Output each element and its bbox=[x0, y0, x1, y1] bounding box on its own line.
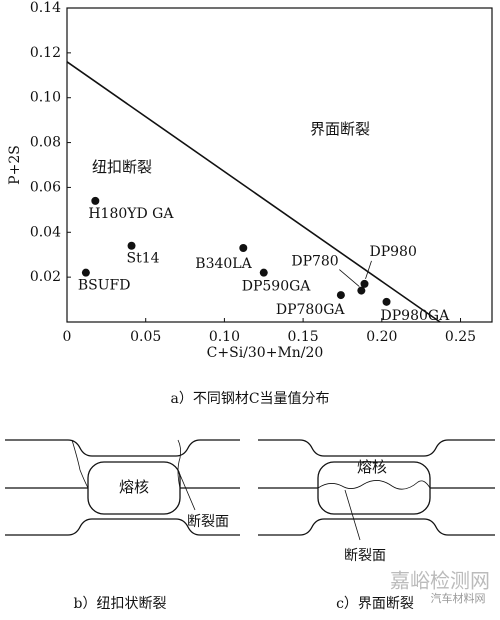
point-label: B340LA bbox=[195, 256, 252, 272]
watermark: 嘉峪检测网 bbox=[390, 569, 490, 593]
fracture-label: 断裂面 bbox=[344, 548, 386, 564]
point-label: DP590GA bbox=[242, 279, 312, 295]
nugget-label: 熔核 bbox=[119, 478, 149, 496]
crack bbox=[177, 439, 182, 489]
watermark: 汽车材料网 bbox=[431, 591, 486, 605]
x-tick-label: 0.20 bbox=[366, 329, 397, 345]
point bbox=[382, 297, 391, 306]
leader bbox=[344, 489, 361, 541]
point-label: BSUFD bbox=[78, 278, 131, 294]
point-label: St14 bbox=[127, 251, 160, 267]
y-axis-label: P+2S bbox=[7, 145, 23, 185]
point bbox=[336, 291, 345, 300]
sheet-line bbox=[258, 439, 495, 457]
region-label: 纽扣断裂 bbox=[92, 158, 152, 176]
plot-frame bbox=[66, 7, 493, 323]
point bbox=[127, 241, 136, 250]
leader bbox=[365, 260, 372, 279]
sheet-line bbox=[5, 439, 240, 457]
nugget-label: 熔核 bbox=[357, 458, 387, 476]
sheet-line bbox=[258, 518, 495, 536]
y-tick-label: 0.08 bbox=[30, 135, 61, 151]
crack bbox=[71, 439, 89, 489]
point bbox=[81, 268, 90, 277]
leader bbox=[339, 269, 360, 287]
point-label: H180YD GA bbox=[88, 206, 174, 222]
diagram-b bbox=[5, 439, 240, 536]
boundary-line bbox=[66, 61, 441, 323]
x-tick-label: 0 bbox=[63, 329, 72, 345]
point bbox=[259, 268, 268, 277]
caption: c）界面断裂 bbox=[336, 596, 414, 612]
point-label: DP980GA bbox=[381, 308, 451, 324]
caption: a）不同钢材C当量值分布 bbox=[170, 391, 329, 407]
region-label: 界面断裂 bbox=[310, 120, 370, 138]
sheet-line bbox=[5, 518, 240, 536]
caption: b）纽扣状断裂 bbox=[74, 596, 167, 612]
x-tick-label: 0.25 bbox=[445, 329, 476, 345]
x-tick-label: 0.10 bbox=[209, 329, 240, 345]
point bbox=[91, 196, 100, 205]
y-tick-label: 0.14 bbox=[30, 0, 61, 16]
x-tick-label: 0.05 bbox=[130, 329, 161, 345]
point-label: DP980 bbox=[370, 244, 417, 260]
point bbox=[239, 243, 248, 252]
point bbox=[360, 279, 369, 288]
y-tick-label: 0.06 bbox=[30, 179, 61, 195]
leader bbox=[177, 469, 196, 511]
y-tick-label: 0.04 bbox=[30, 224, 61, 240]
point bbox=[357, 286, 366, 295]
diagram-c bbox=[258, 439, 495, 541]
y-tick-label: 0.10 bbox=[30, 90, 61, 106]
x-tick-label: 0.15 bbox=[288, 329, 319, 345]
point-label: DP780GA bbox=[276, 302, 346, 318]
x-axis-label: C+Si/30+Mn/20 bbox=[207, 345, 324, 361]
fracture-label: 断裂面 bbox=[187, 514, 229, 530]
y-tick-label: 0.02 bbox=[30, 269, 61, 285]
point-label: DP780 bbox=[291, 254, 338, 270]
y-tick-label: 0.12 bbox=[30, 45, 61, 61]
crack bbox=[317, 480, 431, 490]
